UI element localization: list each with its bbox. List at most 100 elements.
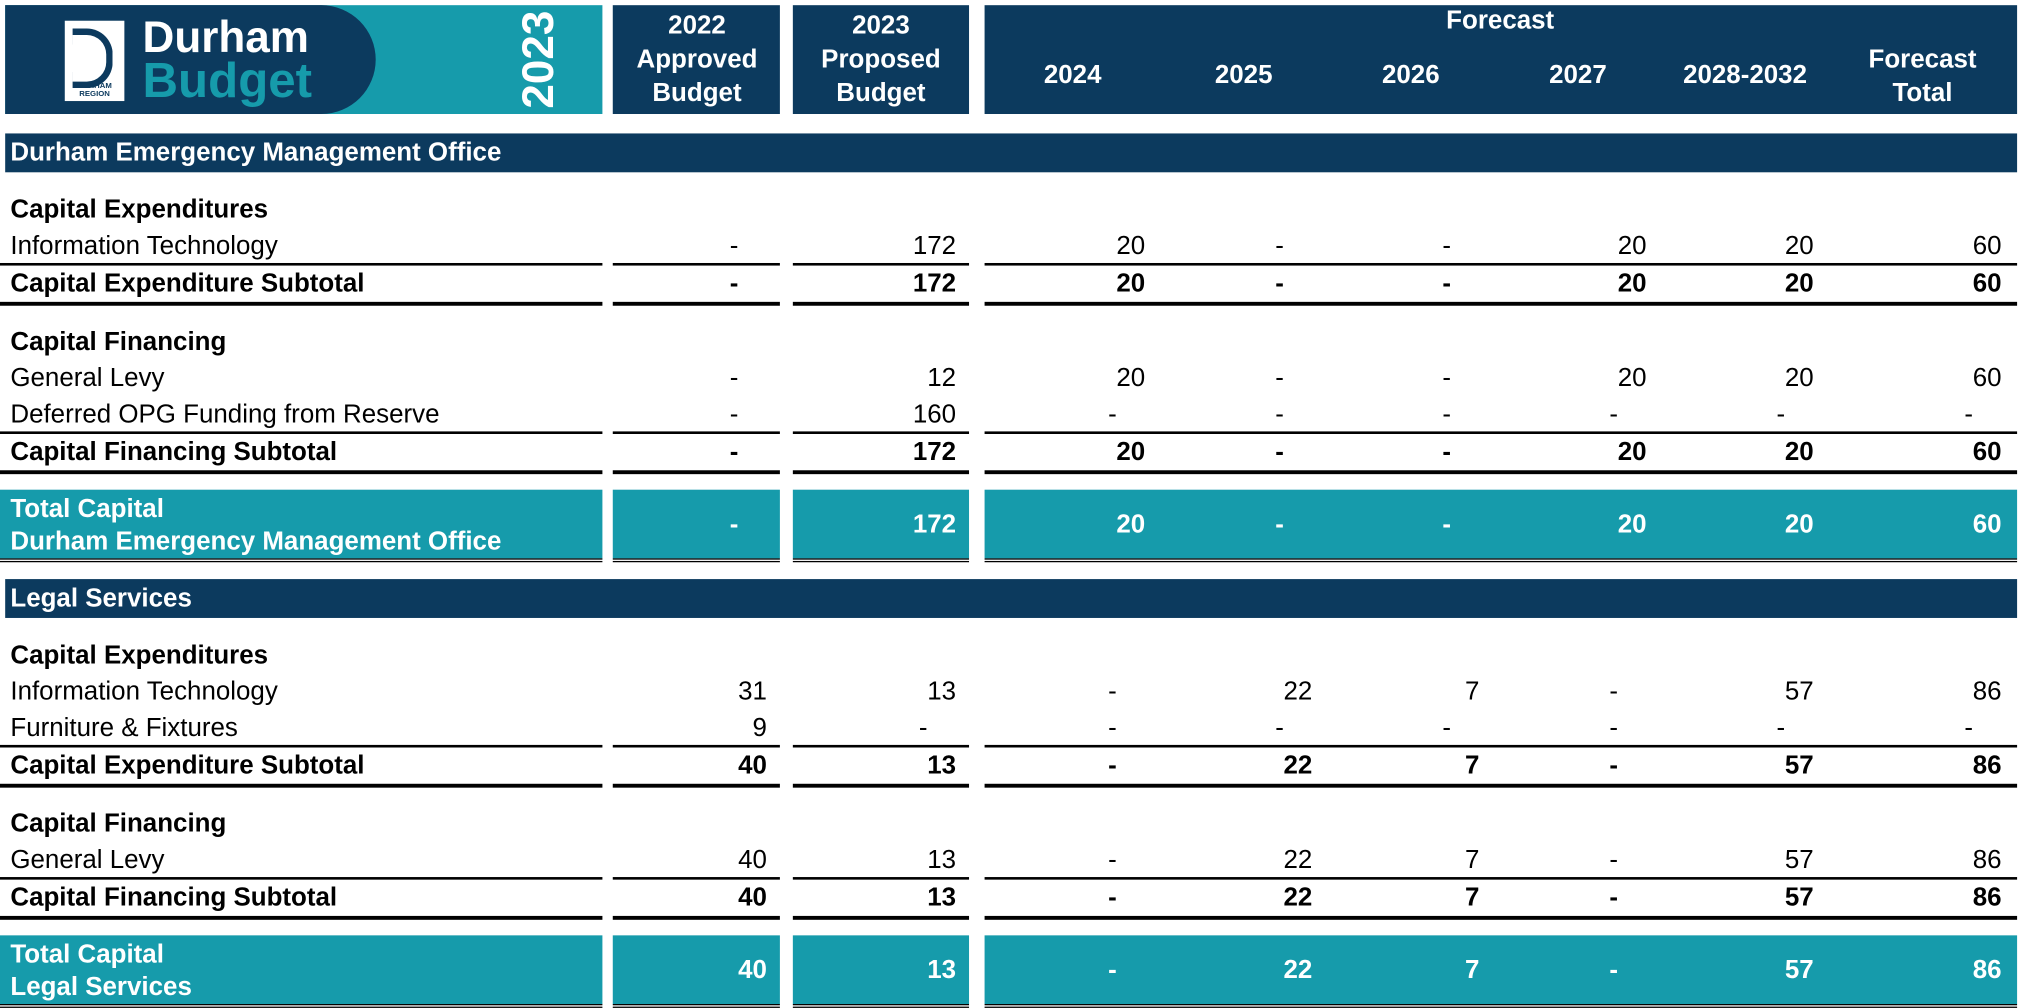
cell-value: 20 xyxy=(1784,510,1814,539)
cell-value: - xyxy=(1275,510,1284,539)
rule xyxy=(0,560,603,563)
rule xyxy=(612,301,780,306)
cell-value: 13 xyxy=(927,677,957,707)
forecast-label: Forecast xyxy=(1446,6,1555,35)
rule xyxy=(792,560,970,563)
cell-value: 160 xyxy=(912,400,957,429)
cell-value: - xyxy=(1275,364,1284,393)
cell-value: 57 xyxy=(1784,883,1814,913)
title-line2: Budget xyxy=(142,54,313,109)
rule xyxy=(0,558,603,560)
cell-value: - xyxy=(1442,364,1451,393)
cell-value: - xyxy=(1442,510,1451,539)
cell-value: 20 xyxy=(1116,231,1146,261)
cell-value: 86 xyxy=(1972,845,2002,875)
cell-value: 20 xyxy=(1617,231,1647,261)
rule xyxy=(984,915,2018,920)
cell-value: - xyxy=(1609,956,1619,985)
rule xyxy=(0,1004,603,1006)
column-header: 2026 xyxy=(1381,60,1440,90)
cell-value: 9 xyxy=(752,713,767,743)
rule xyxy=(0,915,603,920)
title-line1: Durham xyxy=(142,12,309,63)
cell-value: 60 xyxy=(1972,364,2002,393)
row-label: Deferred OPG Funding from Reserve xyxy=(10,400,440,429)
cell-value: 40 xyxy=(738,751,767,780)
cell-value: 172 xyxy=(912,437,957,467)
column-header: 2023 xyxy=(852,11,910,41)
cell-value: 20 xyxy=(1617,364,1647,393)
cell-value: 172 xyxy=(912,510,957,539)
rule xyxy=(792,1004,970,1006)
cell-value: 60 xyxy=(1972,510,2002,539)
cell-value: 12 xyxy=(927,364,957,393)
cell-value: 7 xyxy=(1465,751,1480,780)
cell-value: 20 xyxy=(1116,510,1146,539)
cell-value: - xyxy=(1964,400,1974,429)
row-label: Information Technology xyxy=(10,231,278,261)
cell-value: - xyxy=(729,400,739,429)
cell-value: - xyxy=(1964,713,1974,743)
cell-value: 172 xyxy=(912,269,957,298)
cell-value: - xyxy=(1275,269,1284,298)
cell-value: 20 xyxy=(1617,269,1647,298)
cell-value: 13 xyxy=(927,956,957,985)
cell-value: - xyxy=(1275,400,1284,429)
rule xyxy=(984,470,2018,475)
rule xyxy=(792,431,970,434)
row-label: Furniture & Fixtures xyxy=(10,713,238,743)
cell-value: 13 xyxy=(927,883,957,913)
cell-value: 86 xyxy=(1972,677,2002,707)
rule xyxy=(0,783,603,788)
rule xyxy=(984,262,2018,266)
cell-value: - xyxy=(1609,751,1619,780)
column-header: Forecast xyxy=(1868,45,1977,74)
column-header: 2024 xyxy=(1043,60,1102,90)
total-band xyxy=(0,935,603,1005)
group-heading: Capital Financing xyxy=(10,327,227,357)
total-band xyxy=(612,489,780,559)
rule xyxy=(0,744,603,748)
subtotal-label: Capital Expenditure Subtotal xyxy=(10,269,365,298)
cell-value: - xyxy=(1108,883,1117,913)
rule xyxy=(984,744,2018,748)
cell-value: - xyxy=(1108,400,1117,429)
rule xyxy=(612,431,780,434)
cell-value: 57 xyxy=(1784,956,1814,985)
section-bar xyxy=(5,579,2018,618)
cell-value: 22 xyxy=(1283,845,1313,875)
header-logo: DURHAM REGION Durham Budget 2023 xyxy=(5,5,603,115)
cell-value: 13 xyxy=(927,751,957,780)
cell-value: 7 xyxy=(1465,883,1480,913)
cell-value: 7 xyxy=(1465,677,1480,707)
cell-value: - xyxy=(1442,437,1451,467)
rule xyxy=(612,915,780,920)
cell-value: 40 xyxy=(738,883,767,913)
total-band xyxy=(984,935,2018,1005)
rule xyxy=(792,877,970,880)
rule xyxy=(612,470,780,475)
row-label: General Levy xyxy=(10,845,165,875)
cell-value: - xyxy=(1275,713,1284,743)
cell-value: 86 xyxy=(1972,956,2002,985)
rule xyxy=(612,262,780,266)
cell-value: - xyxy=(1108,677,1117,707)
cell-value: 22 xyxy=(1283,883,1313,913)
rule xyxy=(0,877,603,880)
cell-value: 20 xyxy=(1116,364,1146,393)
rule xyxy=(792,558,970,560)
cell-value: 13 xyxy=(927,845,957,875)
total-band xyxy=(792,935,970,1005)
cell-value: - xyxy=(1776,713,1786,743)
cell-value: 20 xyxy=(1116,269,1146,298)
cell-value: 31 xyxy=(738,677,767,707)
cell-value: 57 xyxy=(1784,845,1814,875)
cell-value: - xyxy=(729,510,739,539)
cell-value: - xyxy=(1442,231,1451,261)
cell-value: - xyxy=(1442,713,1451,743)
cell-value: 22 xyxy=(1283,677,1313,707)
cell-value: 20 xyxy=(1784,364,1814,393)
total-label: Total Capital xyxy=(10,940,164,970)
rule xyxy=(792,470,970,475)
